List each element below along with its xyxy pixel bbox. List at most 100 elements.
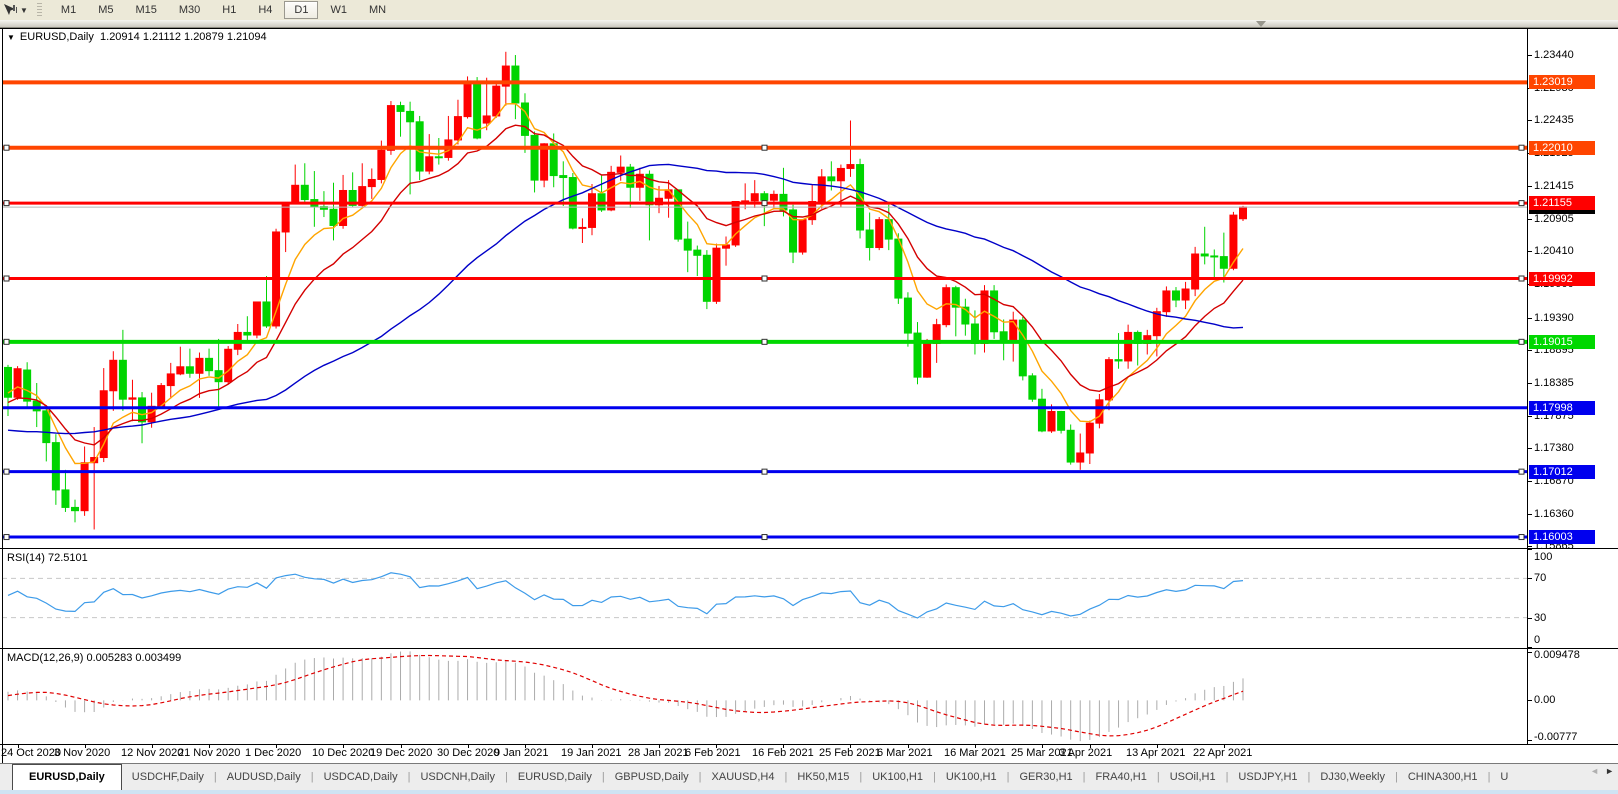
timeframe-button-mn[interactable]: MN xyxy=(368,4,387,16)
price-tick-mark xyxy=(1527,251,1532,252)
chart-tab-u[interactable]: U xyxy=(1500,771,1509,783)
chart-tool-button[interactable]: ▼ xyxy=(3,3,31,17)
date-label: 6 Feb 2021 xyxy=(685,747,741,759)
line-handle[interactable] xyxy=(1518,144,1525,151)
tab-separator: | xyxy=(1082,771,1086,783)
tab-separator: | xyxy=(1006,771,1010,783)
date-label: 13 Apr 2021 xyxy=(1126,747,1186,759)
chart-ohlc-label: 1.20914 1.21112 1.20879 1.21094 xyxy=(100,31,267,43)
date-tick-mark xyxy=(592,744,593,748)
chart-tab-usdjpy-h1[interactable]: USDJPY,H1 xyxy=(1238,771,1298,783)
date-tick-mark xyxy=(783,744,784,748)
chart-tab-uk100-h1[interactable]: UK100,H1 xyxy=(945,771,997,783)
date-tick-mark xyxy=(18,744,19,748)
date-label: 16 Mar 2021 xyxy=(944,747,1006,759)
timeframe-button-w1[interactable]: W1 xyxy=(330,4,347,16)
line-handle[interactable] xyxy=(1518,534,1525,541)
tab-separator: | xyxy=(505,771,508,783)
timeframe-button-m5[interactable]: M5 xyxy=(98,4,114,16)
chart-tab-usdcad-daily[interactable]: USDCAD,Daily xyxy=(323,771,398,783)
tab-scroll-right-icon[interactable]: ► xyxy=(1605,766,1614,776)
date-tick-mark xyxy=(1090,744,1091,748)
date-label: 12 Nov 2020 xyxy=(121,747,184,759)
tab-separator: | xyxy=(213,771,217,783)
line-handle[interactable] xyxy=(3,275,10,282)
collapse-arrow-icon[interactable]: ▼ xyxy=(7,33,15,42)
line-handle[interactable] xyxy=(1518,338,1525,345)
timeframe-buttons: M1 M5 M15 M30 H1 H4 D1 W1 MN xyxy=(50,1,397,19)
tab-separator: | xyxy=(784,771,788,783)
chart-tab-usoil-h1[interactable]: USOil,H1 xyxy=(1169,771,1216,783)
date-tick-mark xyxy=(525,744,526,748)
line-handle[interactable] xyxy=(761,200,768,207)
chart-tab-uk100-h1[interactable]: UK100,H1 xyxy=(872,771,923,783)
chart-scrollbar[interactable] xyxy=(0,20,1618,28)
chart-tab-ger30-h1[interactable]: GER30,H1 xyxy=(1019,771,1073,783)
line-handle[interactable] xyxy=(1518,468,1525,475)
level-lines[interactable] xyxy=(2,80,1527,541)
macd-signal-line xyxy=(7,654,1244,737)
chevron-down-icon[interactable]: ▼ xyxy=(20,5,28,15)
chart-tab-gbpusd-daily[interactable]: GBPUSD,Daily xyxy=(614,771,689,783)
rsi-separator[interactable] xyxy=(0,548,1618,549)
window-left-border xyxy=(2,28,3,763)
ma-slow-line xyxy=(7,163,1244,435)
chart-symbol-label: EURUSD,Daily xyxy=(19,31,94,43)
line-handle[interactable] xyxy=(761,338,768,345)
date-label: 16 Feb 2021 xyxy=(752,747,814,759)
line-handle[interactable] xyxy=(761,534,768,541)
line-handle[interactable] xyxy=(1518,200,1525,207)
line-handle[interactable] xyxy=(761,468,768,475)
tab-separator: | xyxy=(1156,771,1160,783)
chart-tab-usdcnh-daily[interactable]: USDCNH,Daily xyxy=(420,771,495,783)
timeframe-button-d1[interactable]: D1 xyxy=(284,1,319,19)
line-handle[interactable] xyxy=(1518,275,1525,282)
date-tick-mark xyxy=(85,744,86,748)
price-tick-label: 1.22435 xyxy=(1534,114,1574,126)
timeframe-button-h4[interactable]: H4 xyxy=(258,4,273,16)
date-tick-mark xyxy=(716,744,717,748)
chart-shift-marker-icon[interactable] xyxy=(1256,21,1266,27)
macd-tick-label: 0.00 xyxy=(1534,694,1556,706)
chart-tab-hk50-m15[interactable]: HK50,M15 xyxy=(797,771,850,783)
price-tick-label: 1.18385 xyxy=(1534,377,1574,389)
chart-tab-eurusd-daily[interactable]: EURUSD,Daily xyxy=(12,764,122,790)
macd-separator[interactable] xyxy=(0,648,1618,649)
price-tick-mark xyxy=(1527,186,1532,187)
line-handle[interactable] xyxy=(761,144,768,151)
chart-tab-xauusd-h4[interactable]: XAUUSD,H4 xyxy=(711,771,775,783)
chart-tab-china300-h1[interactable]: CHINA300,H1 xyxy=(1407,771,1478,783)
line-handle[interactable] xyxy=(3,468,10,475)
macd-histogram xyxy=(7,651,1244,742)
date-tick-mark xyxy=(1042,744,1043,748)
date-tick-mark xyxy=(850,744,851,748)
date-label: 25 Feb 2021 xyxy=(819,747,881,759)
chart-title: ▼ EURUSD,Daily 1.20914 1.21112 1.20879 1.… xyxy=(7,31,267,43)
chart-tab-eurusd-daily[interactable]: EURUSD,Daily xyxy=(517,771,592,783)
date-label: 25 Mar 2021 xyxy=(1011,747,1073,759)
chart-tab-fra40-h1[interactable]: FRA40,H1 xyxy=(1095,771,1147,783)
line-handle[interactable] xyxy=(3,144,10,151)
chart-tab-dj30-weekly[interactable]: DJ30,Weekly xyxy=(1320,771,1385,783)
macd-indicator-label: MACD(12,26,9) 0.005283 0.003499 xyxy=(7,652,182,664)
rsi-tick-mark xyxy=(1527,549,1532,550)
timeframe-button-m30[interactable]: M30 xyxy=(178,4,201,16)
timeframe-button-m15[interactable]: M15 xyxy=(135,4,157,16)
date-label: 3 Nov 2020 xyxy=(54,747,111,759)
price-tick-label: 1.20410 xyxy=(1534,245,1574,257)
line-handle[interactable] xyxy=(3,338,10,345)
chart-tab-usdchf-daily[interactable]: USDCHF,Daily xyxy=(131,771,204,783)
price-tick-mark xyxy=(1527,219,1532,220)
line-handle[interactable] xyxy=(761,275,768,282)
date-tick-mark xyxy=(659,744,660,748)
timeframe-button-m1[interactable]: M1 xyxy=(60,4,77,16)
tab-scroll-left-icon[interactable]: ◄ xyxy=(1590,766,1600,776)
chart-tab-audusd-daily[interactable]: AUDUSD,Daily xyxy=(226,771,301,783)
timeframe-button-h1[interactable]: H1 xyxy=(222,4,237,16)
date-tick-mark xyxy=(468,744,469,748)
tab-separator: | xyxy=(698,771,702,783)
date-tick-mark xyxy=(1157,744,1158,748)
line-handle[interactable] xyxy=(3,200,10,207)
line-handle[interactable] xyxy=(3,534,10,541)
price-tick-mark xyxy=(1527,448,1532,449)
